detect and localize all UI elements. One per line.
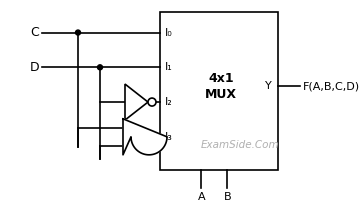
Text: Y: Y (265, 81, 272, 91)
Polygon shape (125, 84, 148, 120)
Text: A: A (197, 192, 205, 202)
Circle shape (148, 98, 156, 106)
Text: C: C (30, 26, 39, 39)
Text: MUX: MUX (205, 88, 237, 101)
Polygon shape (123, 119, 167, 155)
Text: ExamSide.Com: ExamSide.Com (201, 140, 280, 150)
Text: I₃: I₃ (165, 132, 173, 142)
Circle shape (98, 65, 103, 70)
Text: B: B (223, 192, 231, 202)
Text: F(A,B,C,D): F(A,B,C,D) (303, 81, 359, 91)
Text: D: D (30, 61, 39, 74)
Bar (160, 12, 278, 170)
Circle shape (75, 30, 80, 35)
Text: I₂: I₂ (165, 97, 173, 107)
Text: I₁: I₁ (165, 62, 173, 72)
Text: 4x1: 4x1 (209, 72, 234, 85)
Text: I₀: I₀ (165, 28, 173, 38)
